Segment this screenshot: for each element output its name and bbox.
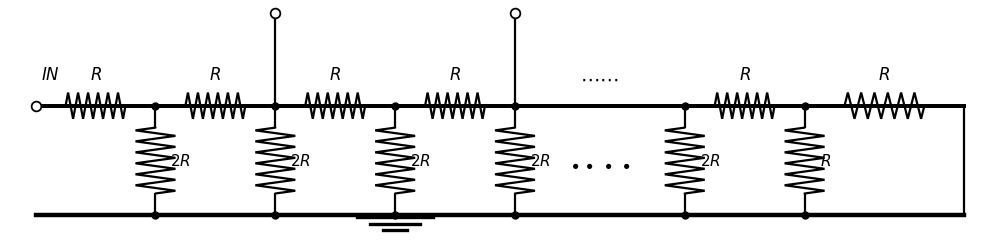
Text: $R$: $R$ — [820, 153, 831, 168]
Text: $2R$: $2R$ — [700, 153, 721, 168]
Text: $2R$: $2R$ — [410, 153, 431, 168]
Text: $R$: $R$ — [329, 67, 341, 84]
Text: $\bullet\bullet\bullet\bullet$: $\bullet\bullet\bullet\bullet$ — [569, 156, 631, 174]
Text: $R$: $R$ — [739, 67, 751, 84]
Text: $2R$: $2R$ — [170, 153, 191, 168]
Text: $2R$: $2R$ — [290, 153, 311, 168]
Text: $R$: $R$ — [209, 67, 221, 84]
Text: $R$: $R$ — [449, 67, 461, 84]
Text: $R$: $R$ — [878, 67, 890, 84]
Text: $\cdots\cdots$: $\cdots\cdots$ — [580, 70, 619, 89]
Text: $\mathit{IN}$: $\mathit{IN}$ — [41, 67, 60, 84]
Text: $R$: $R$ — [90, 67, 102, 84]
Text: $2R$: $2R$ — [530, 153, 551, 168]
